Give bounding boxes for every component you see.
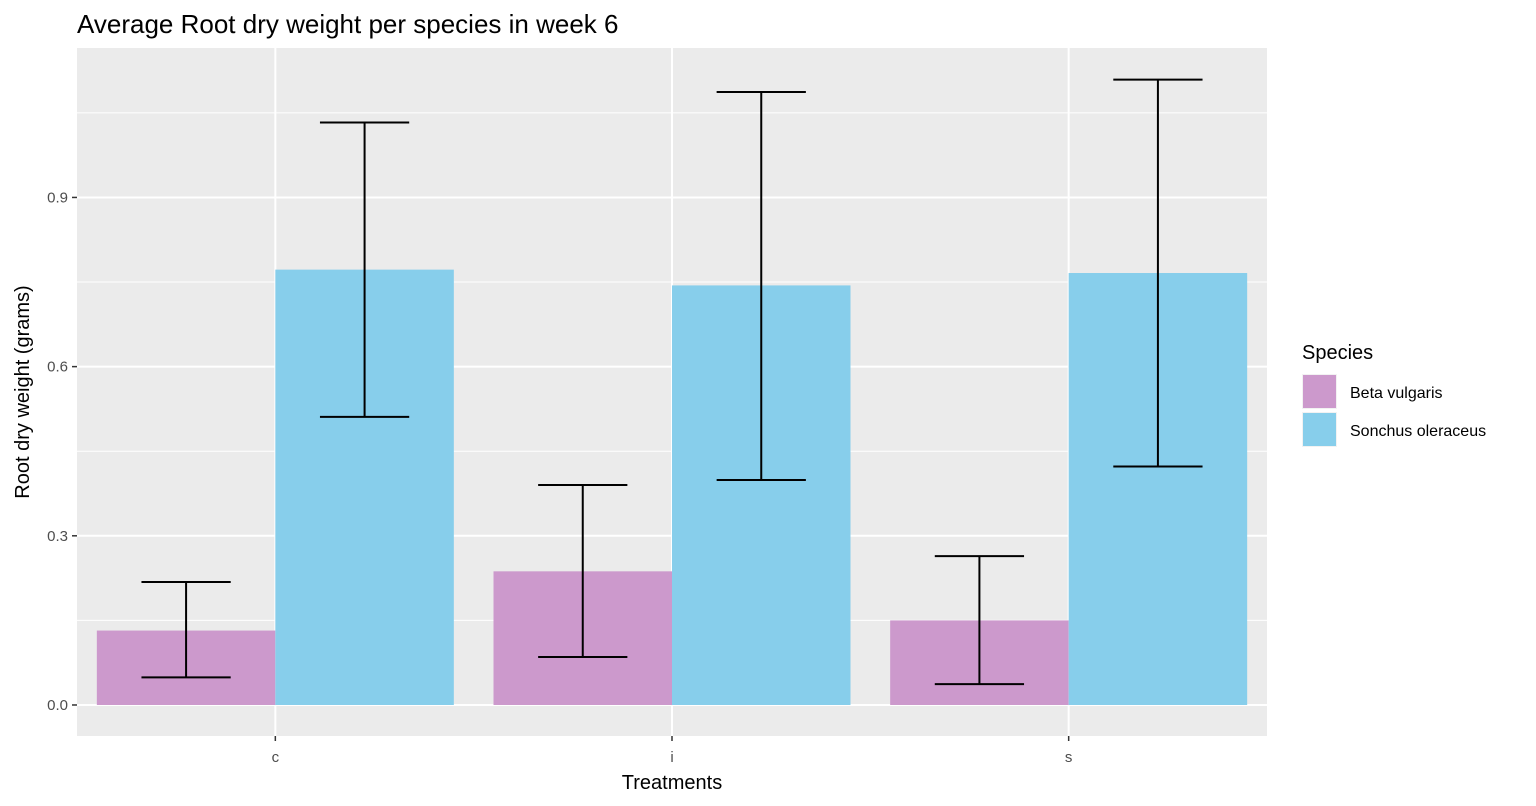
y-axis-ticks: 0.0 0.3 0.6 0.9 <box>47 189 77 714</box>
x-tick-label: i <box>670 749 673 766</box>
legend-title: Species <box>1302 342 1373 364</box>
legend: Species Beta vulgaris Sonchus oleraceus <box>1302 342 1486 447</box>
error-bars <box>141 78 1203 686</box>
x-axis-title: Treatments <box>622 772 722 794</box>
error-bar-s-1 <box>1113 78 1203 468</box>
error-bar-c-0 <box>141 581 231 679</box>
x-tick-label: c <box>272 749 280 766</box>
legend-item: Beta vulgaris <box>1302 374 1443 409</box>
error-bar-i-1 <box>716 90 806 481</box>
x-tick-label: s <box>1065 749 1073 766</box>
chart-title: Average Root dry weight per species in w… <box>77 9 618 39</box>
legend-item: Sonchus oleraceus <box>1302 412 1486 447</box>
legend-swatch <box>1303 375 1336 408</box>
legend-label: Beta vulgaris <box>1350 385 1443 402</box>
error-bar-s-0 <box>934 555 1025 686</box>
y-tick-label: 0.9 <box>47 189 68 206</box>
legend-swatch <box>1303 413 1336 446</box>
y-tick-label: 0.0 <box>47 697 68 714</box>
error-bar-c-1 <box>319 121 410 418</box>
y-tick-label: 0.3 <box>47 528 68 545</box>
y-tick-label: 0.6 <box>47 359 68 376</box>
error-bar-i-0 <box>538 484 628 659</box>
legend-label: Sonchus oleraceus <box>1350 423 1486 440</box>
y-axis-title: Root dry weight (grams) <box>12 285 34 498</box>
